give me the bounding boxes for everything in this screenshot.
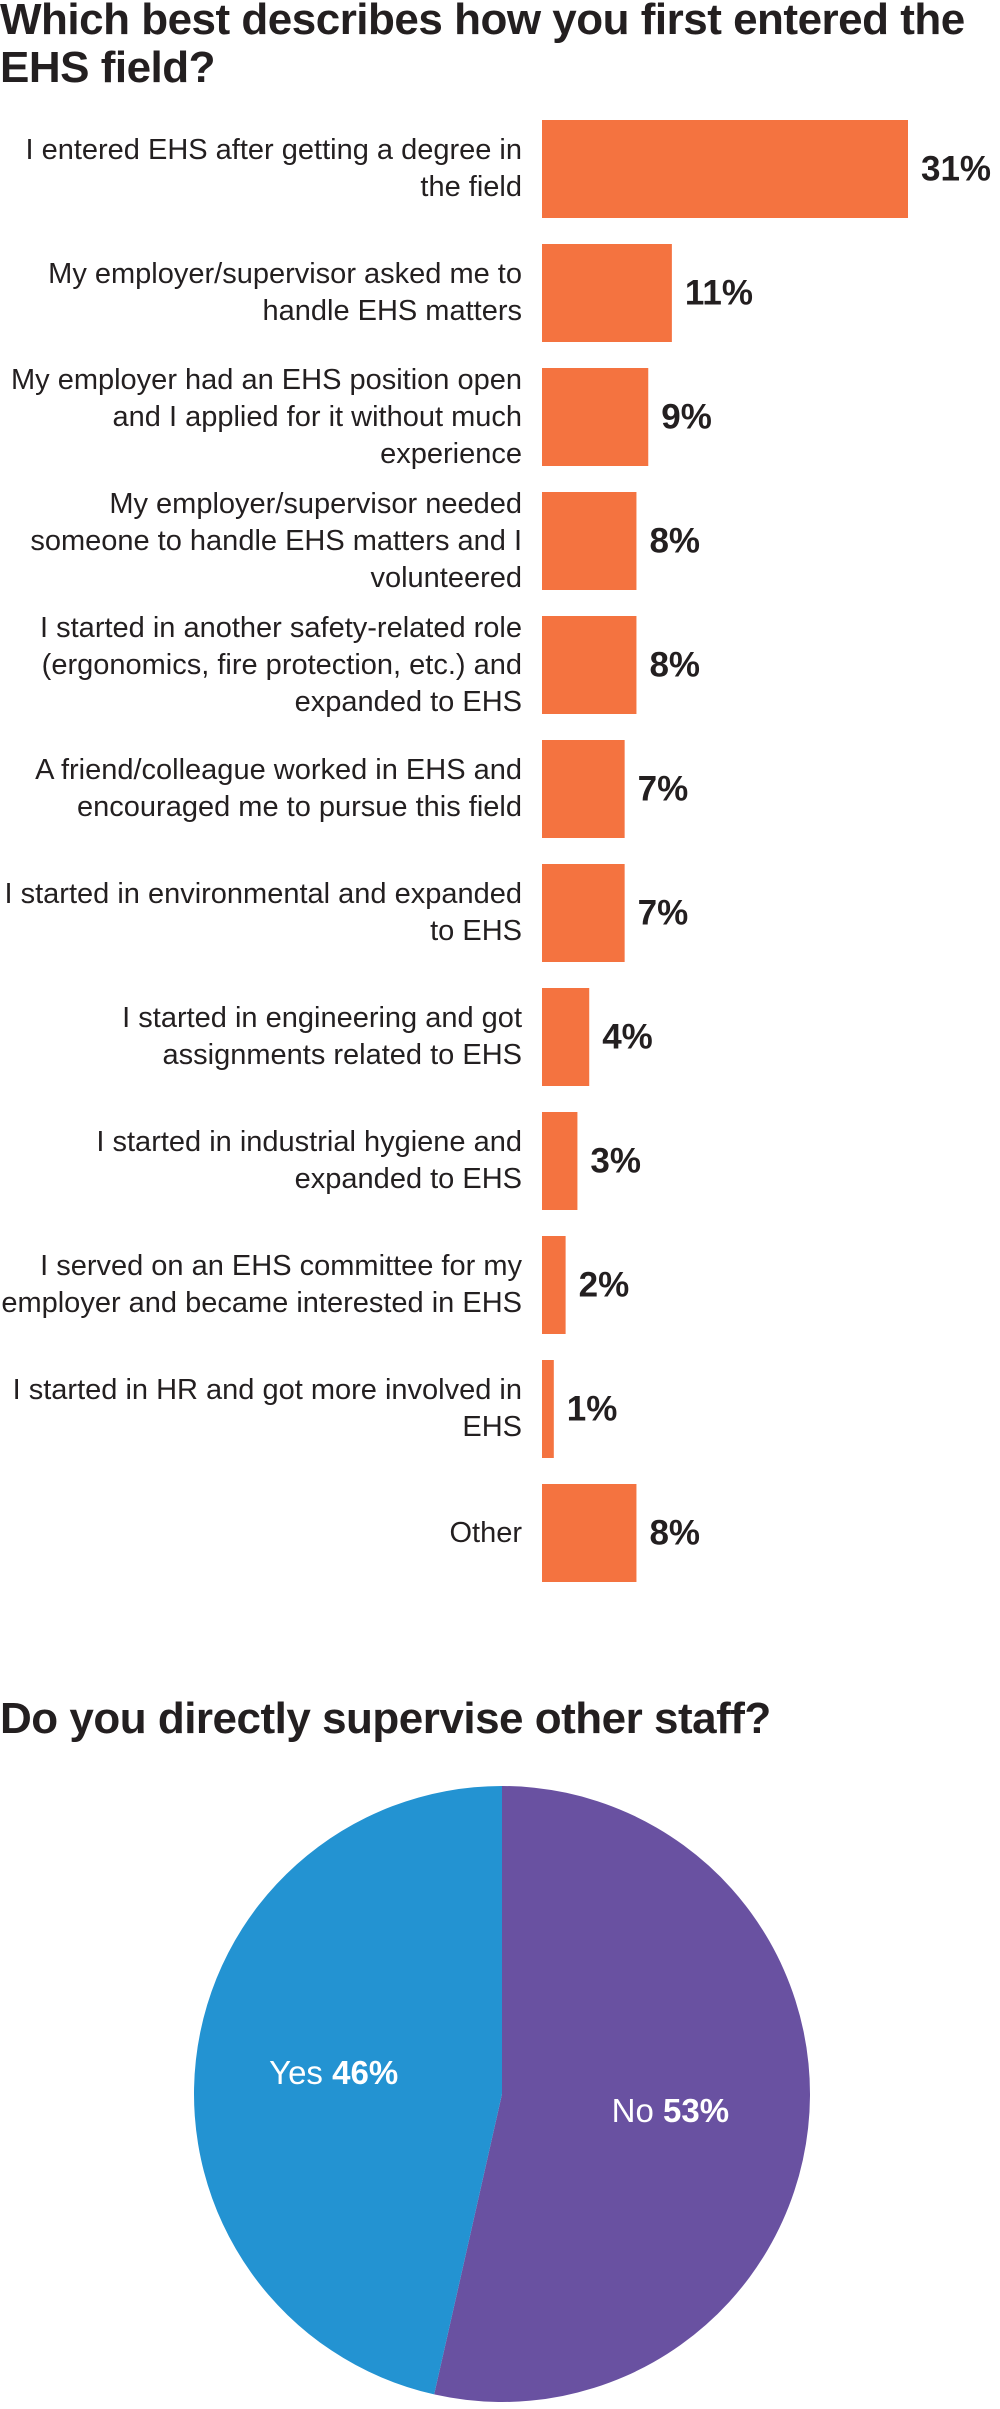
bar [542,616,637,714]
category-label: My employer had an EHS position open and… [10,363,522,470]
category-label: I started in engineering and got assignm… [122,1002,522,1071]
bar [542,368,649,466]
value-label: 7% [638,769,689,808]
value-label: 7% [638,893,689,932]
pie-slice [193,1786,502,2395]
value-label: 8% [649,645,700,684]
bar [542,740,625,838]
pie-slice [434,1786,810,2402]
slice-label: No 53% [612,2091,729,2128]
bar [542,864,625,962]
category-label: I started in environmental and expanded … [4,878,522,947]
value-label: 8% [649,521,700,560]
category-label: I entered EHS after getting a degree in … [25,134,522,203]
value-label: 4% [602,1017,653,1056]
category-label: I started in industrial hygiene and expa… [96,1126,522,1195]
bar [542,1360,554,1458]
value-label: 3% [590,1141,641,1180]
category-label: My employer/supervisor needed someone to… [30,487,522,594]
category-label: I started in another safety-related role… [40,611,522,718]
category-label: I started in HR and got more involved in… [12,1374,522,1443]
slice-value: 46% [332,2054,398,2091]
value-label: 2% [579,1265,630,1304]
slice-category: No [612,2091,654,2128]
bar [542,1112,578,1210]
slice-category: Yes [269,2054,323,2091]
value-label: 8% [649,1513,700,1552]
pie-chart-title: Do you directly supervise other staff? [0,1694,771,1743]
slice-label: Yes 46% [269,2054,398,2091]
bar-chart-title: Which best describes how you first enter… [0,0,965,92]
value-label: 11% [685,273,753,312]
value-label: 9% [661,397,712,436]
bar [542,1484,637,1582]
category-label: I served on an EHS committee for my empl… [1,1250,522,1319]
category-label: My employer/supervisor asked me to handl… [48,258,522,327]
bar [542,988,590,1086]
value-label: 31% [921,149,991,188]
bar [542,1236,566,1334]
value-label: 1% [567,1389,618,1428]
bar [542,492,637,590]
category-label: Other [449,1516,522,1549]
bar [542,244,672,342]
slice-value: 53% [663,2091,729,2128]
bar [542,120,908,218]
category-label: A friend/colleague worked in EHS and enc… [35,754,522,823]
